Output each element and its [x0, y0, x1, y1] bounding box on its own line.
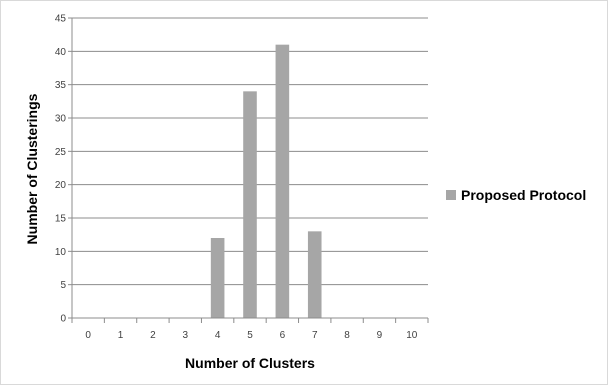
bar — [210, 238, 225, 318]
x-tick-label: 7 — [312, 330, 318, 341]
x-tick-label: 9 — [377, 330, 383, 341]
x-tick-labels: 0 1 2 3 4 5 6 7 8 9 10 — [85, 330, 417, 341]
y-tick-label: 35 — [55, 80, 67, 91]
y-tick-label: 10 — [55, 247, 67, 258]
x-axis-title: Number of Clusters — [185, 355, 315, 371]
y-tick-label: 40 — [55, 47, 67, 58]
x-tick-label: 5 — [247, 330, 253, 341]
x-tick-label: 10 — [406, 330, 418, 341]
legend-label: Proposed Protocol — [461, 187, 586, 203]
y-tick-label: 20 — [55, 180, 67, 191]
y-tick-label: 25 — [55, 147, 67, 158]
y-tick-label: 30 — [55, 114, 67, 125]
y-tick-labels: 0 5 10 15 20 25 30 35 40 45 — [55, 14, 67, 325]
y-tick-label: 45 — [55, 14, 67, 25]
bar — [275, 44, 290, 319]
y-tick-label: 5 — [60, 280, 66, 291]
x-tick-label: 4 — [215, 330, 221, 341]
x-tick-label: 2 — [150, 330, 156, 341]
axes — [68, 17, 429, 323]
x-tick-label: 3 — [182, 330, 188, 341]
bar — [307, 231, 322, 318]
legend: Proposed Protocol — [446, 187, 586, 203]
x-tick-label: 1 — [118, 330, 124, 341]
legend-swatch — [446, 190, 456, 200]
x-tick-label: 8 — [344, 330, 350, 341]
y-axis-title: Number of Clusterings — [24, 93, 40, 244]
x-tick-label: 6 — [280, 330, 286, 341]
y-tick-label: 15 — [55, 214, 67, 225]
bars — [210, 44, 322, 319]
y-tick-label: 0 — [60, 314, 66, 325]
x-tick-label: 0 — [85, 330, 91, 341]
bar — [243, 91, 257, 318]
